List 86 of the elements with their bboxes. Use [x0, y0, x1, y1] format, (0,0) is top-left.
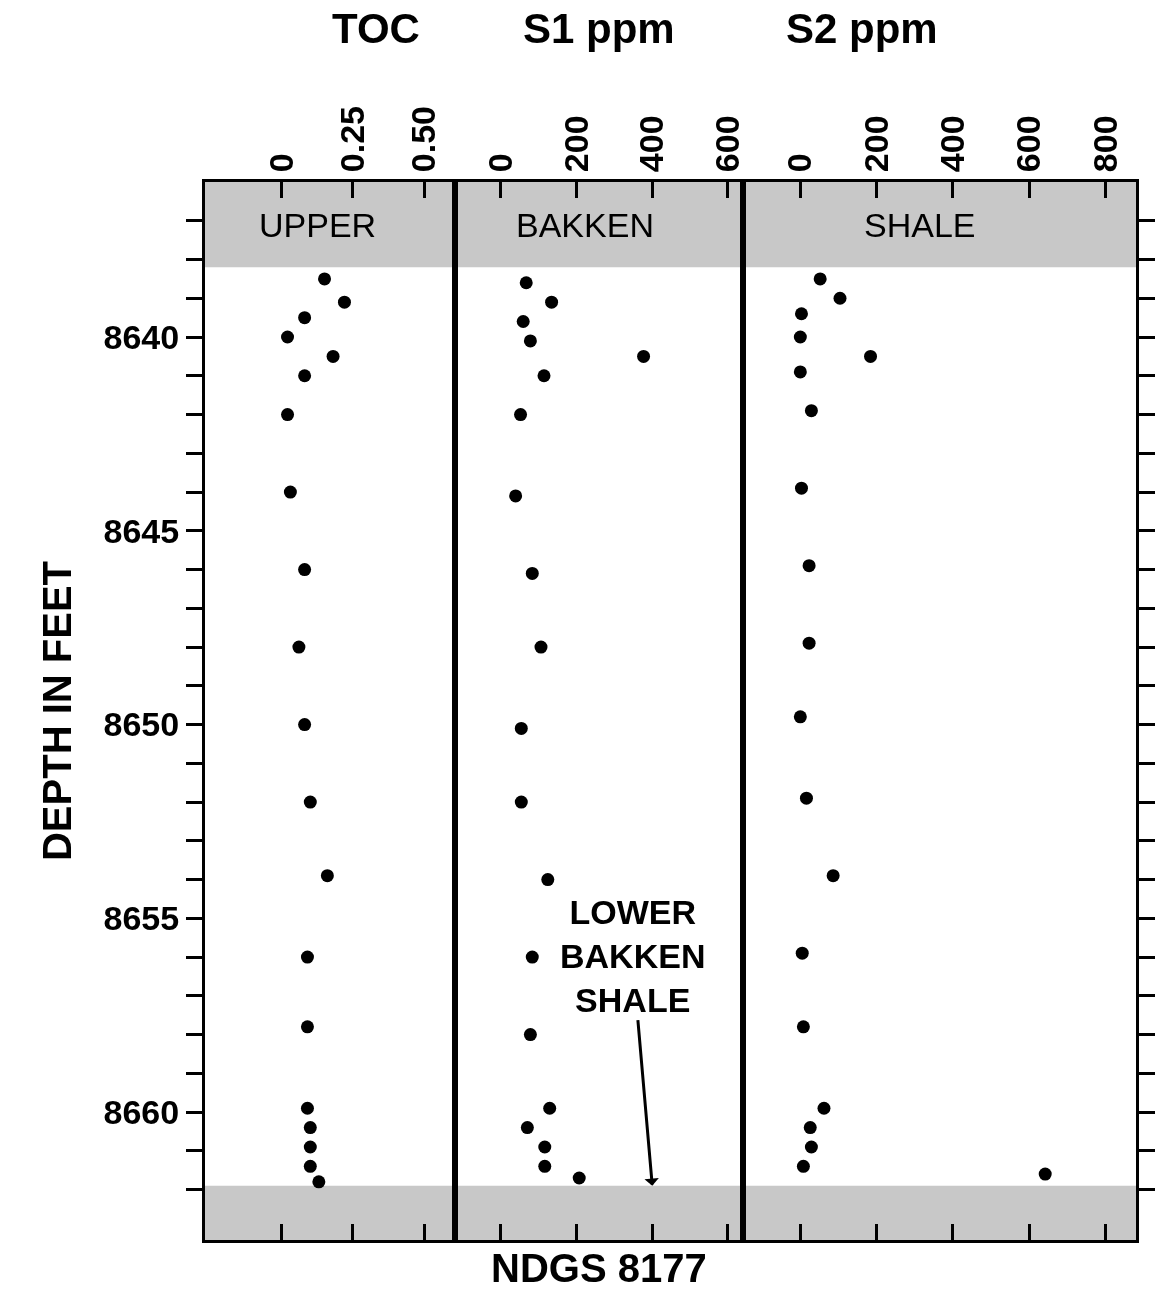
x-tick-label: 0 — [480, 153, 519, 173]
point — [864, 349, 878, 363]
point — [312, 1175, 326, 1189]
point — [298, 311, 312, 325]
y-tick-label: 8645 — [103, 511, 180, 550]
point — [300, 950, 314, 964]
point — [537, 369, 551, 383]
point — [1038, 1167, 1052, 1181]
point — [318, 272, 332, 286]
x-tick-label: 800 — [1085, 115, 1124, 173]
point — [794, 307, 808, 321]
point — [525, 950, 539, 964]
band-label: BAKKEN — [516, 206, 654, 244]
y-tick-label: 8650 — [103, 705, 180, 744]
y-tick-label: 8640 — [103, 317, 180, 356]
point — [795, 946, 809, 960]
point — [303, 795, 317, 809]
point — [514, 795, 528, 809]
y-tick-label: 8655 — [103, 899, 180, 938]
point — [572, 1171, 586, 1185]
point — [545, 295, 559, 309]
x-tick-label: 0 — [261, 153, 300, 173]
point — [298, 369, 312, 383]
x-tick-label: 0.25 — [333, 106, 372, 173]
x-tick-label: 200 — [556, 115, 595, 173]
point — [520, 1121, 534, 1135]
point — [799, 791, 813, 805]
band-label: SHALE — [864, 206, 976, 244]
point — [320, 869, 334, 883]
x-tick-label: 0 — [780, 153, 819, 173]
point — [281, 330, 295, 344]
point — [298, 563, 312, 577]
point — [519, 276, 533, 290]
point — [833, 291, 847, 305]
point — [303, 1159, 317, 1173]
point — [804, 404, 818, 418]
point — [793, 710, 807, 724]
point — [802, 636, 816, 650]
point — [283, 485, 297, 499]
y-axis-title: DEPTH IN FEET — [35, 560, 80, 862]
point — [543, 1101, 557, 1115]
point — [292, 640, 306, 654]
point — [804, 1140, 818, 1154]
point — [541, 873, 555, 887]
point — [509, 489, 523, 503]
point — [817, 1101, 831, 1115]
point — [803, 1121, 817, 1135]
point — [514, 408, 528, 422]
point — [538, 1140, 552, 1154]
point — [794, 481, 808, 495]
point — [514, 721, 528, 735]
point — [516, 315, 530, 329]
x-tick-label: 0.50 — [404, 106, 443, 173]
chart-title: S2 ppm — [786, 5, 938, 52]
point — [523, 334, 537, 348]
point — [793, 330, 807, 344]
point — [300, 1020, 314, 1034]
x-tick-label: 600 — [708, 115, 747, 173]
chart-title: S1 ppm — [523, 5, 675, 52]
point — [298, 718, 312, 732]
x-tick-label: 400 — [632, 115, 671, 173]
point — [534, 640, 548, 654]
point — [796, 1020, 810, 1034]
point — [637, 349, 651, 363]
point — [303, 1140, 317, 1154]
point — [538, 1159, 552, 1173]
point — [793, 365, 807, 379]
point — [826, 869, 840, 883]
point — [300, 1101, 314, 1115]
x-tick-label: 400 — [932, 115, 971, 173]
text: NDGS 8177 — [491, 1246, 707, 1290]
point — [525, 566, 539, 580]
chart-title: TOC — [332, 5, 420, 52]
annotation: LOWER BAKKEN SHALE — [560, 893, 706, 1020]
point — [303, 1121, 317, 1135]
point — [796, 1159, 810, 1173]
point — [802, 559, 816, 573]
band-label: UPPER — [259, 206, 377, 244]
x-tick-label: 600 — [1009, 115, 1048, 173]
point — [523, 1028, 537, 1042]
y-tick-label: 8660 — [103, 1093, 180, 1132]
point — [337, 295, 351, 309]
x-tick-label: 200 — [856, 115, 895, 173]
point — [813, 272, 827, 286]
point — [326, 349, 340, 363]
point — [281, 408, 295, 422]
